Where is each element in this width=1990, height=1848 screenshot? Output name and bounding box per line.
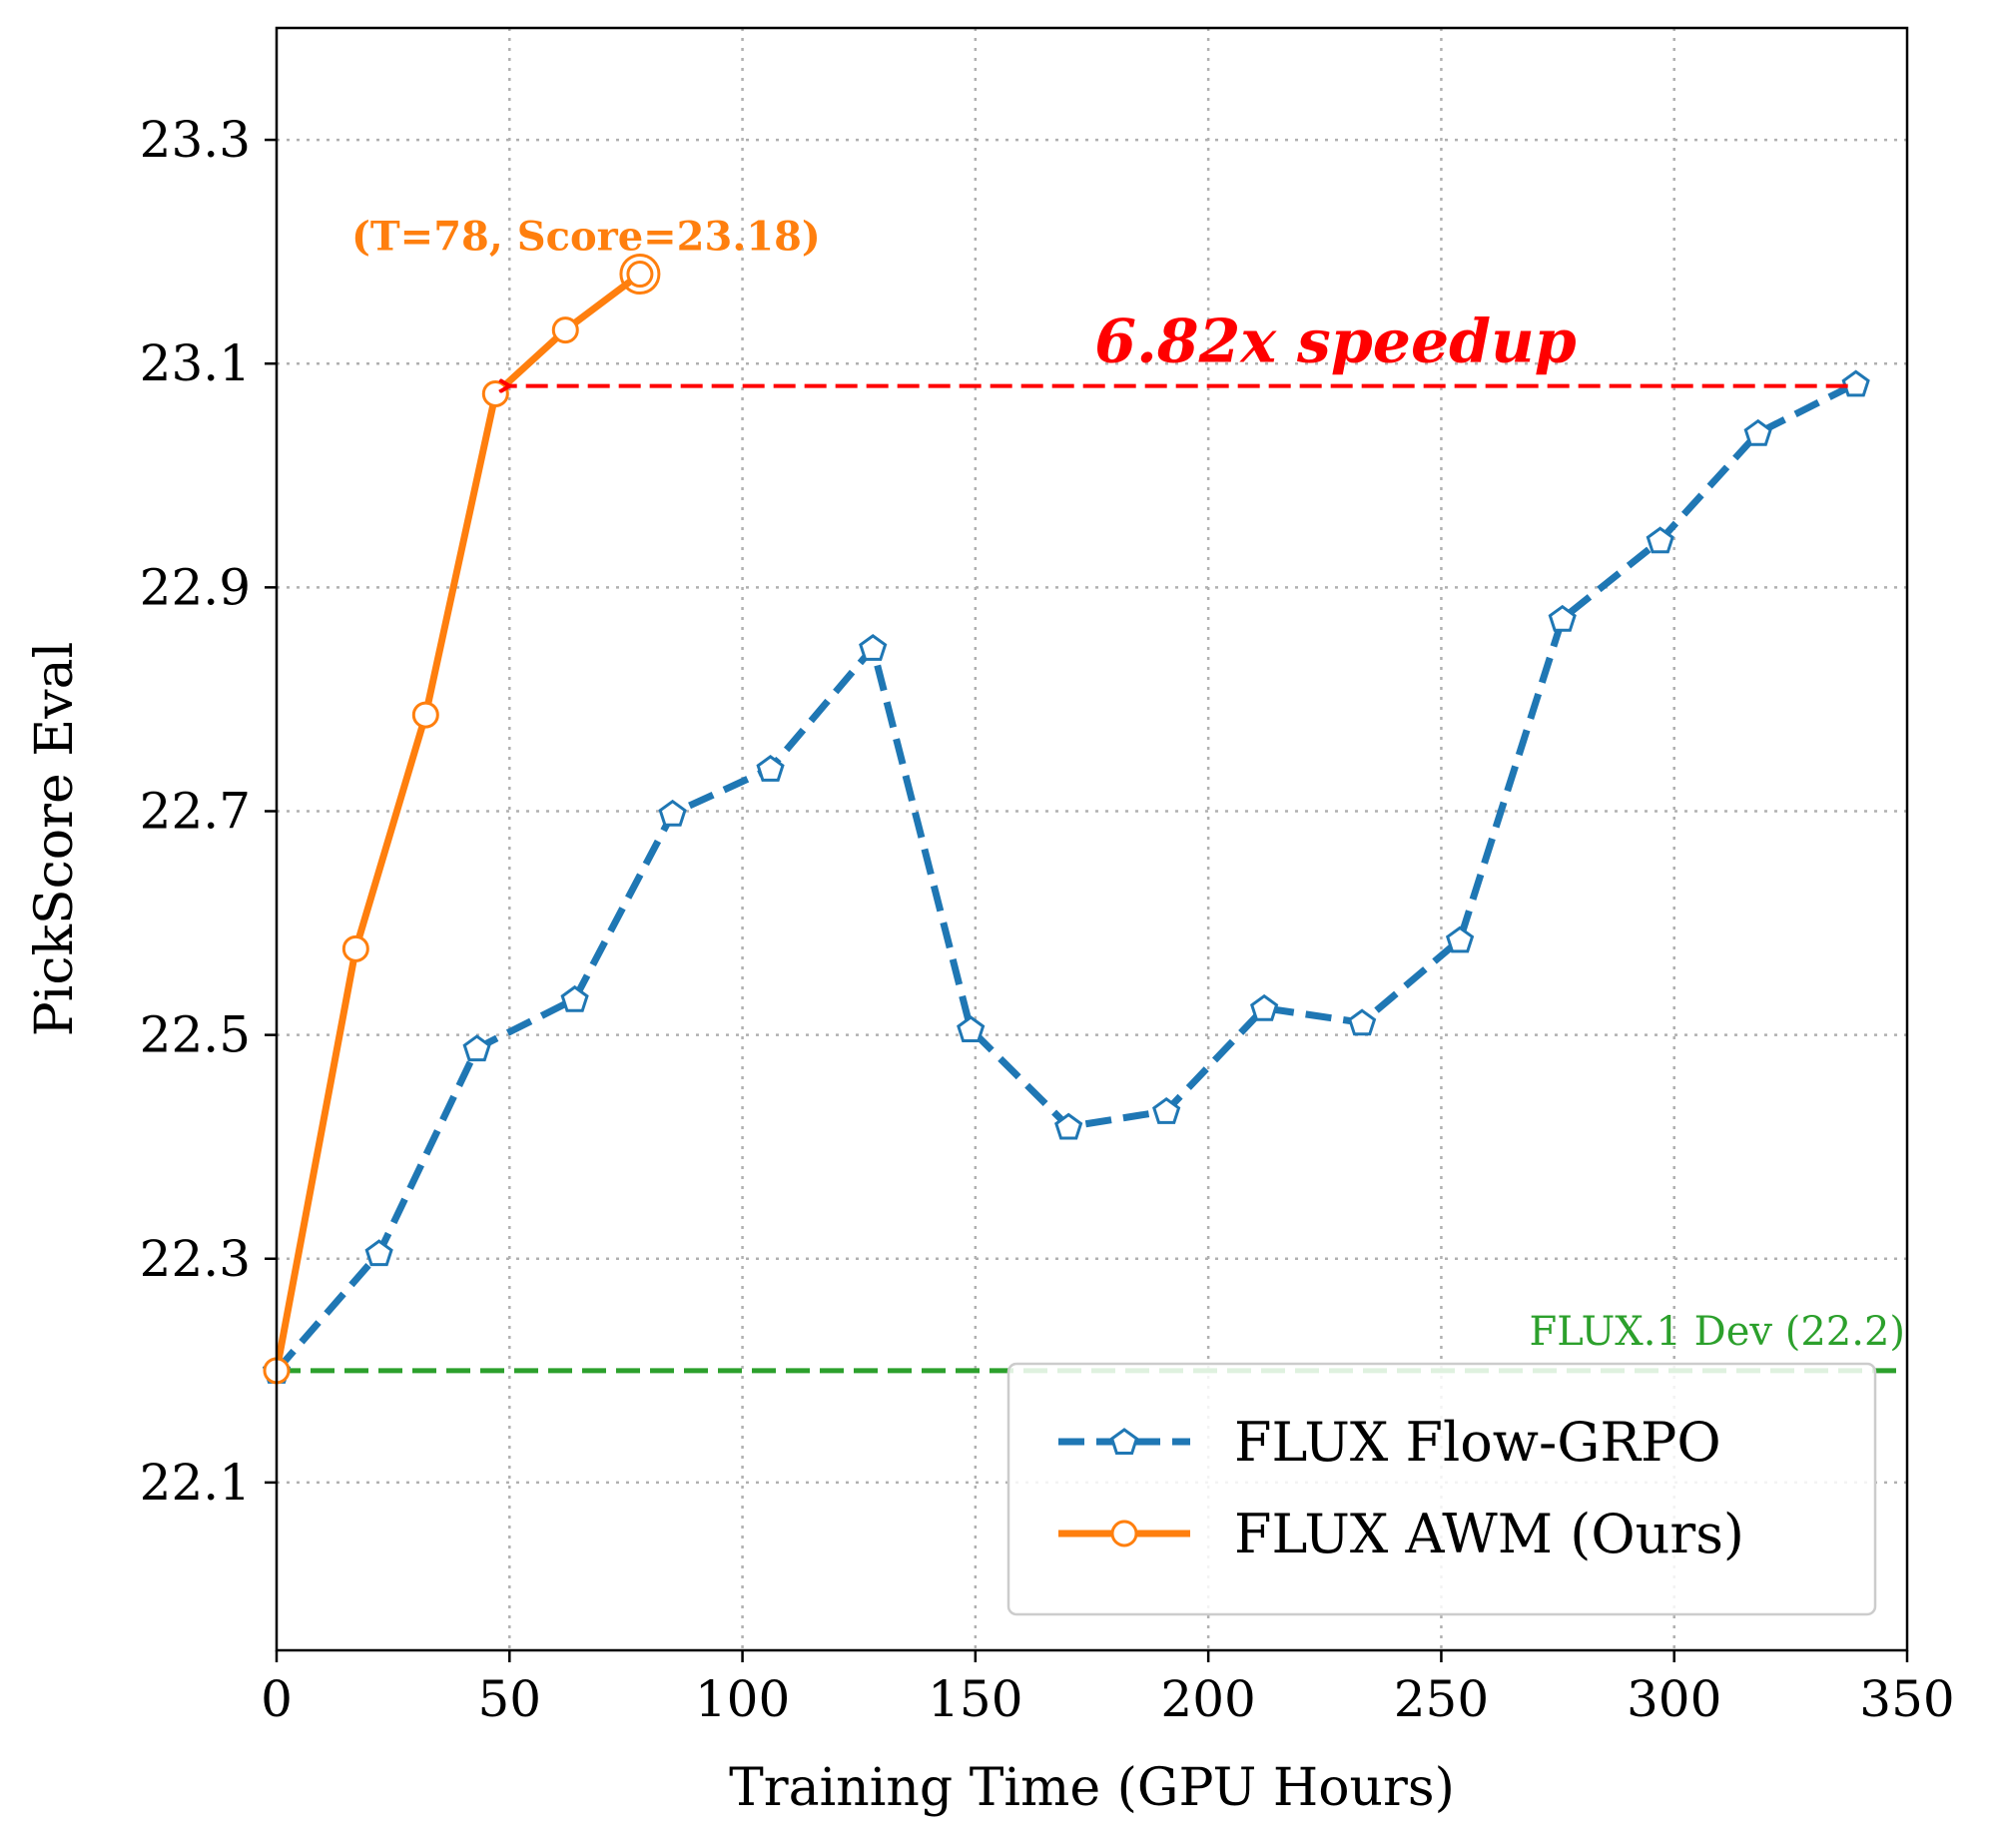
y-tick-label: 22.5 xyxy=(140,1006,251,1064)
series-flux-flow-grpo xyxy=(262,369,1870,1384)
data-point xyxy=(341,934,369,962)
data-point xyxy=(1646,526,1674,554)
legend-marker-pentagon xyxy=(1109,1428,1139,1456)
y-tick-label: 22.7 xyxy=(140,782,251,840)
x-tick-label: 200 xyxy=(1160,1670,1255,1728)
legend: FLUX Flow-GRPO FLUX AWM (Ours) xyxy=(1006,1362,1877,1616)
peak-score-annotation: (T=78, Score=23.18) xyxy=(351,214,821,261)
y-tick-label: 22.3 xyxy=(140,1230,251,1288)
x-tick-label: 0 xyxy=(261,1670,293,1728)
data-point xyxy=(756,755,785,782)
x-axis-ticks: 0 50 100 150 200 250 300 350 xyxy=(261,1650,1955,1728)
legend-label-awm: FLUX AWM (Ours) xyxy=(1234,1503,1744,1565)
annotations: (T=78, Score=23.18) 6.82x speedup xyxy=(351,214,1848,386)
data-point xyxy=(462,1034,491,1062)
data-point xyxy=(859,634,888,661)
x-tick-label: 100 xyxy=(695,1670,790,1728)
y-tick-label: 22.9 xyxy=(140,558,251,616)
data-point xyxy=(1250,993,1279,1021)
legend-box xyxy=(1006,1362,1877,1616)
x-axis-label: Training Time (GPU Hours) xyxy=(729,1758,1455,1818)
reference-line-group: FLUX.1 Dev (22.2) xyxy=(277,1309,1907,1374)
y-tick-label: 23.3 xyxy=(140,111,251,169)
data-point xyxy=(1445,925,1475,953)
axes xyxy=(275,26,1909,1652)
x-tick-label: 350 xyxy=(1859,1670,1954,1728)
plot-frame xyxy=(275,26,1909,1652)
data-point xyxy=(1548,604,1577,632)
series-flux-awm xyxy=(263,261,654,1385)
x-tick-label: 150 xyxy=(928,1670,1022,1728)
series-layer xyxy=(262,261,1870,1385)
legend-marker-circle xyxy=(1110,1520,1138,1547)
data-point xyxy=(1152,1096,1181,1124)
y-axis-ticks: 22.1 22.3 22.5 22.7 22.9 23.1 23.3 xyxy=(140,111,277,1512)
data-point xyxy=(364,1239,393,1267)
x-tick-label: 250 xyxy=(1394,1670,1489,1728)
data-point xyxy=(1054,1112,1083,1140)
x-tick-label: 300 xyxy=(1627,1670,1721,1728)
data-point xyxy=(1743,418,1772,446)
flux-dev-reference-label: FLUX.1 Dev (22.2) xyxy=(1529,1309,1905,1355)
y-tick-label: 22.1 xyxy=(140,1454,251,1512)
legend-label-flow-grpo: FLUX Flow-GRPO xyxy=(1234,1411,1721,1474)
y-tick-label: 23.1 xyxy=(140,334,251,392)
data-point xyxy=(626,261,654,289)
data-point xyxy=(560,984,589,1012)
data-point xyxy=(481,379,509,407)
data-point xyxy=(411,701,439,729)
y-axis-label: PickScore Eval xyxy=(25,642,85,1036)
data-point xyxy=(551,316,579,344)
x-tick-label: 50 xyxy=(477,1670,541,1728)
series-line xyxy=(274,380,1858,1374)
peak-highlight-ring xyxy=(619,254,661,296)
data-point xyxy=(957,1015,986,1043)
data-point xyxy=(1347,1008,1377,1036)
speedup-annotation: 6.82x speedup xyxy=(1094,308,1576,377)
data-point xyxy=(658,799,687,827)
data-point xyxy=(1841,369,1870,397)
series-line xyxy=(273,271,643,1372)
